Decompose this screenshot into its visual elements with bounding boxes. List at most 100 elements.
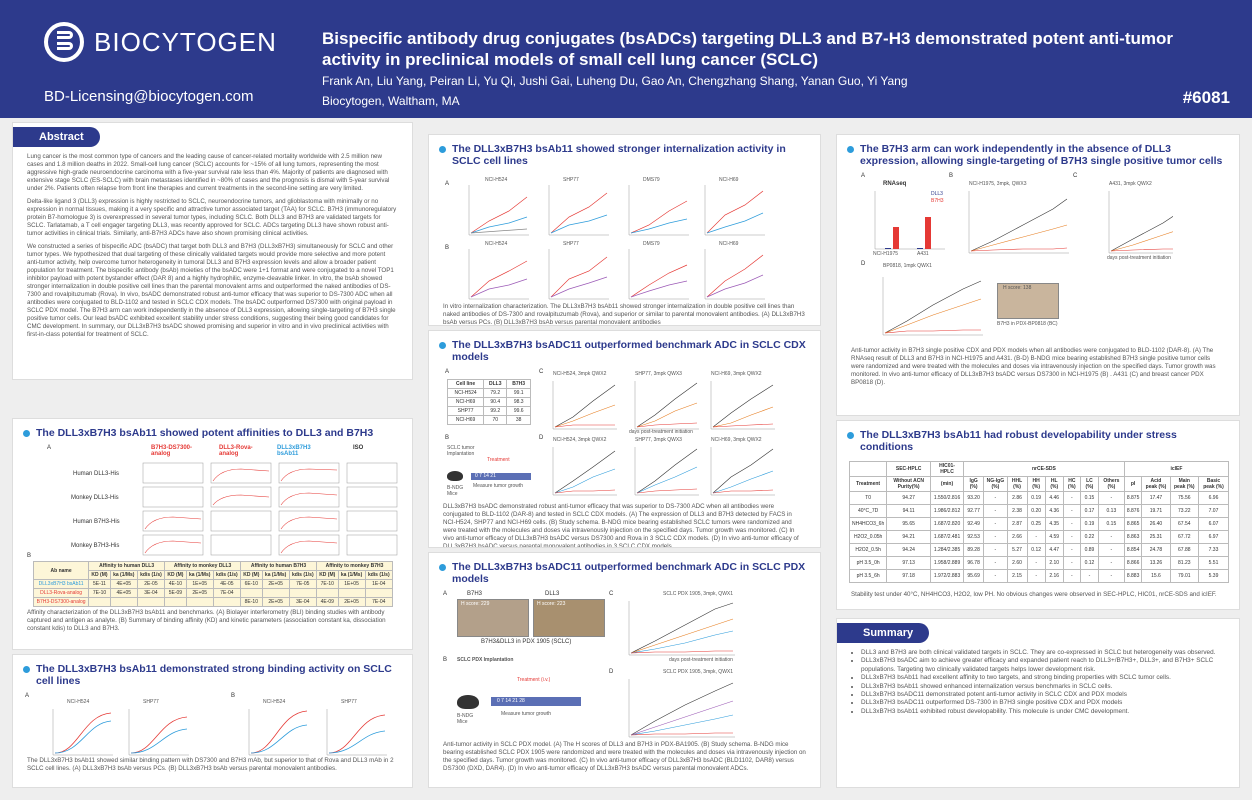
table-cell: 4E-05 xyxy=(212,579,242,589)
row-name: DLL3-Rova-analog xyxy=(32,588,90,598)
table-cell xyxy=(288,588,317,598)
table-cell: 67.72 xyxy=(1169,530,1200,544)
table-cell: 1.687/2.820 xyxy=(930,517,965,531)
table-cell: 99.6 xyxy=(506,406,531,416)
table-cell: 0.89 xyxy=(1079,543,1099,557)
stability-table: SEC-HPLC HIC01-HPLC nrCE-SDS icIEF Treat… xyxy=(848,461,1230,583)
bar-b7h3-a431 xyxy=(925,217,931,249)
table-cell: 4.46 xyxy=(1044,491,1064,505)
table-cell: 5.51 xyxy=(1198,556,1229,570)
table-cell: 8.876 xyxy=(1123,504,1143,518)
table-cell: - xyxy=(983,491,1008,505)
table-head: Main peak (%) xyxy=(1169,476,1200,492)
table-group: Affinity to human B7H3 xyxy=(240,561,317,571)
table-cell: - xyxy=(983,543,1008,557)
abstract-p3: We constructed a series of bispecific AD… xyxy=(27,243,396,338)
schema-days: 0 7 14 21 xyxy=(475,473,496,479)
table-subhead: ka (1/Ms) xyxy=(109,570,138,580)
schema-measure: Measure tumor growth xyxy=(501,711,552,717)
chart-title: NCI-H524, 3mpk QWX2 xyxy=(553,437,607,443)
summary-list: DLL3 and B7H3 are both clinical validate… xyxy=(837,649,1229,716)
table-cell: 1.550/2.816 xyxy=(930,491,965,505)
fig-label: A xyxy=(25,693,30,699)
table-cell: 67.88 xyxy=(1169,543,1200,557)
row-name: DLL3xB7H3 bsAb11 xyxy=(32,579,90,589)
developability-panel: The DLL3xB7H3 bsAb11 had robust developa… xyxy=(836,420,1240,610)
poster-title: Bispecific antibody drug conjugates (bsA… xyxy=(322,29,1174,69)
table-cell: H2O2_0.05h xyxy=(848,530,888,544)
cdx-panel: The DLL3xB7H3 bsADC11 outperformed bench… xyxy=(428,330,821,548)
bar-b7h3-h1975 xyxy=(893,227,899,249)
table-cell: 26.40 xyxy=(1141,517,1171,531)
table-cell: 2.10 xyxy=(1044,556,1064,570)
table-head: Acid peak (%) xyxy=(1141,476,1171,492)
table-cell xyxy=(337,588,366,598)
bullet-icon xyxy=(439,342,446,349)
table-group: Affinity to monkey B7H3 xyxy=(315,561,394,571)
biocytogen-logo-icon xyxy=(44,22,84,62)
table-cell: 2E+05 xyxy=(185,588,214,598)
schema-title: SCLC PDX Implantation xyxy=(457,657,514,663)
table-cell: 7E-04 xyxy=(212,588,242,598)
ihc-label: DLL3 xyxy=(545,591,560,597)
table-cell: 1E-04 xyxy=(364,579,394,589)
bullet-icon xyxy=(847,146,854,153)
binding-curves xyxy=(52,709,387,756)
chart-title: NCI-H69, 3mpk QWX2 xyxy=(711,371,762,377)
contact-email[interactable]: BD-Licensing@biocytogen.com xyxy=(44,88,254,105)
table-cell: - xyxy=(983,569,1008,583)
table-cell xyxy=(240,588,263,598)
table-cell: 0.19 xyxy=(1026,491,1046,505)
panel-title: NCI-H69 xyxy=(719,241,739,247)
table-cell: 7.33 xyxy=(1198,543,1229,557)
table-cell: 2E+05 xyxy=(337,597,366,607)
panel-title: SHP77 xyxy=(341,699,357,705)
fig-label: B xyxy=(231,693,236,699)
table-cell: 95.65 xyxy=(886,517,932,531)
legend-dll3: DLL3 xyxy=(931,191,943,197)
table-cell: 0.22 xyxy=(1079,530,1099,544)
bullet-icon xyxy=(847,432,854,439)
summary-item: DLL3 and B7H3 are both clinical validate… xyxy=(861,649,1229,657)
table-cell: 4.36 xyxy=(1044,504,1064,518)
table-row: SHP77 99.2 99.6 xyxy=(446,406,531,416)
x-axis-label: days post-treatment initiation xyxy=(1107,255,1171,261)
table-cell: 4.47 xyxy=(1044,543,1064,557)
table-head xyxy=(848,461,888,477)
cdx-figure: A B C D Cell line DLL3 B7H3 NCI-H524 79.2 99.… xyxy=(439,369,810,503)
table-cell: 0.20 xyxy=(1026,504,1046,518)
table-cell: 8.863 xyxy=(1123,530,1143,544)
table-head: NG-IgG (%) xyxy=(983,476,1008,492)
fig-label: A xyxy=(443,591,448,597)
panel-title: NCI-H524 xyxy=(263,699,286,705)
bullet-icon xyxy=(23,430,30,437)
table-cell: 5.27 xyxy=(1006,543,1028,557)
row-name: B7H3-DS7300-analog xyxy=(32,597,90,607)
bullet-icon xyxy=(439,564,446,571)
table-cell: - xyxy=(1026,530,1046,544)
authors: Frank An, Liu Yang, Peiran Li, Yu Qi, Ju… xyxy=(322,74,908,88)
bar-dll3-a431 xyxy=(917,248,923,249)
pdx-growth-curves xyxy=(628,601,735,738)
internalization-curves xyxy=(468,185,765,300)
table-cell: 97.18 xyxy=(886,569,932,583)
col-head: DLL3xB7H3 bsAb11 xyxy=(277,445,311,457)
table-row: NH4HCO3_6h 95.65 1.687/2.820 92.49-2.87 0.25… xyxy=(848,517,1229,531)
table-cell: T0 xyxy=(848,491,888,505)
table-cell: 2E-05 xyxy=(136,579,166,589)
summary-panel: Summary DLL3 and B7H3 are both clinical … xyxy=(836,618,1240,788)
table-cell: SHP77 xyxy=(446,406,485,416)
panel-title: DMS79 xyxy=(643,241,660,247)
table-cell: 3E-04 xyxy=(288,597,317,607)
facs-expression-table: Cell line DLL3 B7H3 NCI-H524 79.2 99.1 NCI-H69… xyxy=(446,379,531,425)
fig-label: A xyxy=(445,181,450,187)
table-cell: - xyxy=(983,517,1008,531)
mouse-icon xyxy=(447,471,463,481)
binding-panel: The DLL3xB7H3 bsAb11 demonstrated strong… xyxy=(12,654,413,788)
table-cell: 2.38 xyxy=(1006,504,1028,518)
fig-label: A xyxy=(47,445,52,451)
row-label: Human B7H3-His xyxy=(73,519,120,525)
col-head: ISO xyxy=(353,445,364,451)
table-cell xyxy=(136,597,166,607)
mice-label: B-NDG Mice xyxy=(447,485,464,497)
